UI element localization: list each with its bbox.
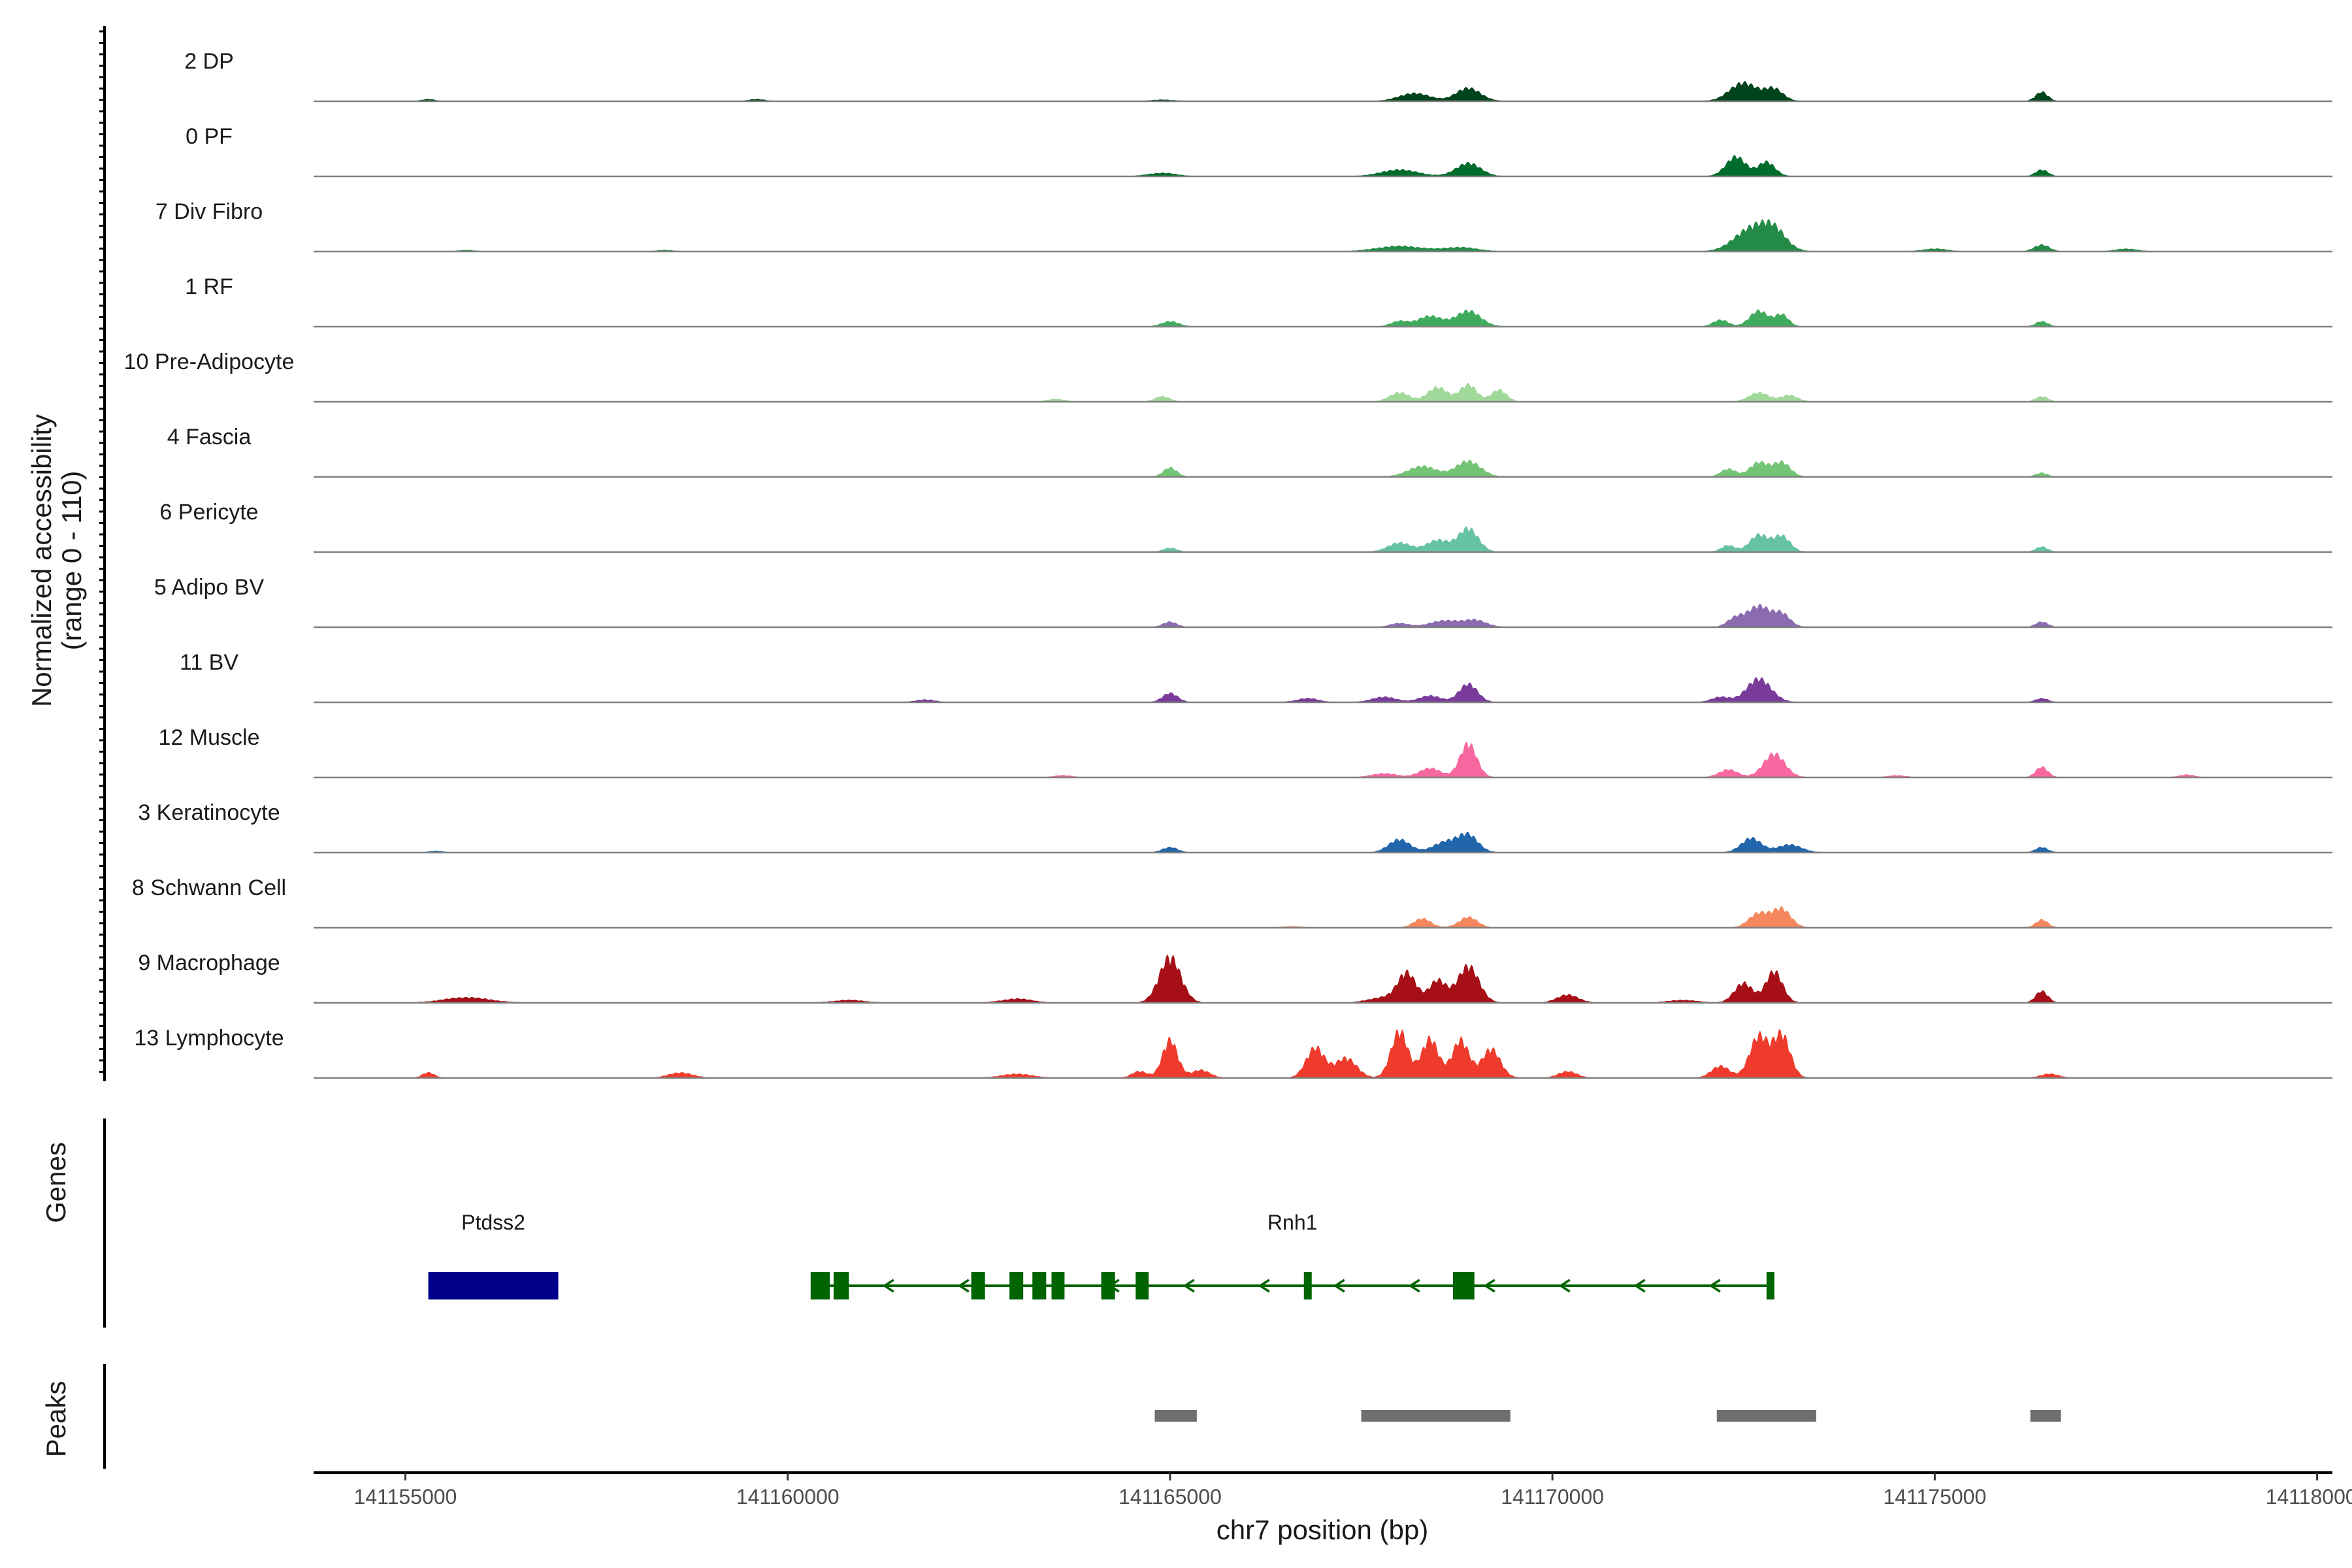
track-label: 7 Div Fibro bbox=[155, 199, 263, 224]
track: 2 DP bbox=[184, 49, 2332, 103]
peak-region bbox=[2030, 1410, 2061, 1422]
strand-arrow bbox=[1408, 1279, 1420, 1293]
track-label: 2 DP bbox=[184, 49, 234, 74]
x-tick-label: 141180000 bbox=[2266, 1485, 2352, 1509]
gene-label: Rnh1 bbox=[1267, 1211, 1318, 1234]
track-label: 1 RF bbox=[185, 274, 233, 299]
track-label: 0 PF bbox=[186, 124, 233, 149]
x-tick-label: 141165000 bbox=[1119, 1485, 1222, 1509]
track-label: 6 Pericyte bbox=[159, 500, 258, 525]
peak-track bbox=[103, 1364, 2061, 1469]
exon bbox=[833, 1272, 849, 1299]
x-tick-label: 141160000 bbox=[736, 1485, 840, 1509]
track: 5 Adipo BV bbox=[154, 575, 2332, 629]
track-label: 10 Pre-Adipocyte bbox=[124, 350, 295, 374]
strand-arrow bbox=[1333, 1279, 1345, 1293]
track-label: 12 Muscle bbox=[159, 725, 260, 750]
gene: Ptdss2 bbox=[428, 1211, 559, 1299]
peak-region bbox=[1716, 1410, 1816, 1422]
gene-track: Ptdss2 Rnh1 bbox=[103, 1119, 1774, 1328]
coverage-tracks: 2 DP 0 PF 7 Div Fibro 1 RF 10 Pre-Adipocyte 4… bbox=[124, 49, 2332, 1079]
gene-label: Ptdss2 bbox=[461, 1211, 525, 1234]
coverage-area bbox=[314, 1028, 2332, 1078]
x-tick-label: 141170000 bbox=[1501, 1485, 1604, 1509]
track: 1 RF bbox=[185, 274, 2332, 328]
exon bbox=[1766, 1272, 1774, 1299]
track: 6 Pericyte bbox=[159, 500, 2332, 553]
track: 3 Keratinocyte bbox=[138, 800, 2332, 854]
exon bbox=[1101, 1272, 1115, 1299]
x-axis-title: chr7 position (bp) bbox=[1217, 1514, 1429, 1545]
exon bbox=[810, 1272, 830, 1299]
track: 8 Schwann Cell bbox=[132, 875, 2332, 929]
y-axis-range: (range 0 - 110) bbox=[56, 471, 87, 651]
strand-arrow bbox=[882, 1279, 894, 1293]
peak-region bbox=[1154, 1410, 1197, 1422]
peak-region bbox=[1361, 1410, 1511, 1422]
exon bbox=[1051, 1272, 1065, 1299]
track-label: 8 Schwann Cell bbox=[132, 875, 286, 900]
x-tick-label: 141175000 bbox=[1883, 1485, 1986, 1509]
track-label: 9 Macrophage bbox=[138, 951, 280, 975]
track: 4 Fascia bbox=[167, 425, 2332, 478]
exon bbox=[1032, 1272, 1047, 1299]
track-label: 3 Keratinocyte bbox=[138, 800, 280, 825]
exon bbox=[428, 1272, 559, 1299]
y-axis-title: Normalized accessibility bbox=[26, 414, 57, 707]
track: 12 Muscle bbox=[159, 725, 2332, 779]
peaks-panel-label: Peaks bbox=[41, 1381, 71, 1458]
exon bbox=[1452, 1272, 1475, 1299]
track: 11 BV bbox=[180, 650, 2332, 704]
strand-arrow bbox=[957, 1279, 970, 1293]
strand-arrow bbox=[1558, 1279, 1571, 1293]
track-label: 5 Adipo BV bbox=[154, 575, 265, 600]
x-axis: 141155000 141160000 141165000 141170000 1411… bbox=[99, 26, 2352, 1509]
track: 9 Macrophage bbox=[138, 951, 2332, 1004]
strand-arrow bbox=[1183, 1279, 1195, 1293]
exon bbox=[1009, 1272, 1024, 1299]
strand-arrow bbox=[1633, 1279, 1646, 1293]
gene: Rnh1 bbox=[810, 1211, 1774, 1299]
exon bbox=[1303, 1272, 1312, 1299]
exon bbox=[1135, 1272, 1149, 1299]
track-label: 11 BV bbox=[180, 650, 238, 675]
strand-arrow bbox=[1708, 1279, 1721, 1293]
exon bbox=[971, 1272, 985, 1299]
strand-arrow bbox=[1258, 1279, 1270, 1293]
track-label: 4 Fascia bbox=[167, 425, 252, 449]
track: 10 Pre-Adipocyte bbox=[124, 350, 2332, 403]
track: 13 Lymphocyte bbox=[134, 1026, 2332, 1079]
strand-arrow bbox=[1483, 1279, 1495, 1293]
x-tick-label: 141155000 bbox=[354, 1485, 457, 1509]
genes-panel-label: Genes bbox=[41, 1142, 71, 1223]
track-label: 13 Lymphocyte bbox=[134, 1026, 284, 1051]
track: 7 Div Fibro bbox=[155, 199, 2332, 253]
track: 0 PF bbox=[186, 124, 2332, 178]
